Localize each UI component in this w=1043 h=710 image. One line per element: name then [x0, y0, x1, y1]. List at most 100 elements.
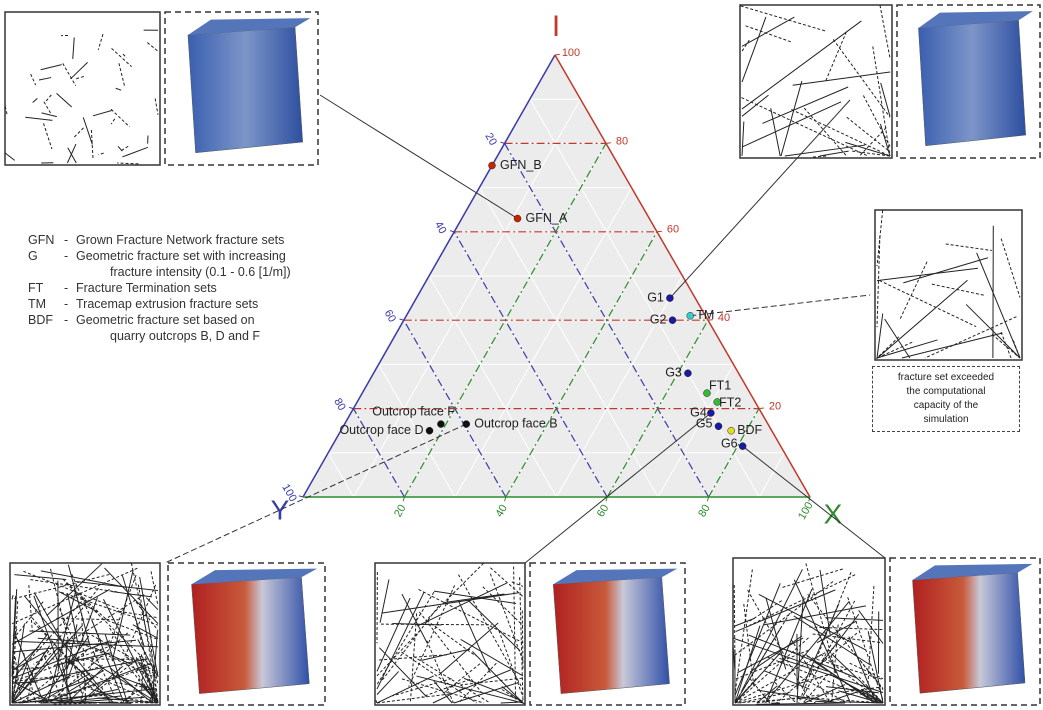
fracture-trace: [735, 589, 836, 633]
fracture-trace: [846, 116, 891, 153]
fracture-trace: [453, 681, 520, 704]
fracture-trace: [425, 562, 484, 621]
cube-top: [918, 11, 1033, 28]
fracture-trace: [11, 639, 137, 653]
fracture-trace: [866, 586, 875, 704]
fracture-trace: [392, 678, 452, 697]
fracture-trace: [11, 645, 51, 704]
fracture-trace: [876, 210, 884, 267]
fracture-trace: [880, 82, 891, 117]
fracture-trace: [737, 637, 804, 674]
fracture-trace: [519, 577, 524, 704]
note-line: the computational: [906, 386, 986, 397]
fracture-trace: [56, 92, 73, 108]
data-point: [703, 389, 711, 397]
cube-top: [553, 568, 678, 585]
point-label: FT2: [719, 395, 741, 409]
fracture-trace: [14, 691, 76, 704]
fracture-trace: [815, 700, 846, 704]
fracture-trace: [11, 645, 40, 672]
legend-row: BDF - Geometric fracture set based on: [28, 312, 358, 328]
tick-label: 100: [562, 47, 580, 59]
fracture-trace: [33, 622, 113, 704]
fracture-trace: [876, 336, 900, 359]
fracture-trace: [122, 53, 128, 59]
connector: [690, 294, 871, 317]
fracture-trace: [111, 48, 132, 68]
fracture-trace: [734, 649, 809, 680]
fracture-trace: [82, 117, 93, 145]
fracture-trace: [62, 63, 77, 86]
point-label: G4: [690, 405, 707, 419]
legend-row: TM - Tracemap extrusion fracture sets: [28, 296, 358, 312]
minor-grid: [529, 98, 760, 498]
fracture-trace: [119, 690, 139, 704]
legend-text: Tracemap extrusion fracture sets: [76, 297, 259, 311]
cube-face: [918, 20, 1026, 147]
fracture-trace: [458, 669, 511, 692]
fracture-trace: [756, 685, 778, 704]
fracture-trace: [780, 568, 843, 589]
point-label: TM: [696, 308, 714, 322]
fracture-trace: [903, 257, 989, 284]
fracture-trace: [66, 593, 79, 645]
fracture-trace: [110, 108, 130, 128]
grid-line: [505, 231, 658, 498]
grid: [327, 98, 785, 498]
fracture-trace: [749, 635, 803, 673]
legend-dash: -: [64, 281, 69, 295]
fracture-trace: [734, 625, 761, 704]
fracture-trace: [741, 94, 769, 117]
fracture-trace: [65, 582, 159, 673]
legend-abbr: GFN: [28, 233, 55, 247]
fracture-trace: [92, 110, 112, 117]
fracture-trace: [876, 339, 938, 359]
fracture-trace: [790, 638, 831, 704]
grid-line: [453, 231, 608, 498]
fracture-trace: [802, 603, 840, 687]
fracture-trace: [819, 613, 860, 666]
fracture-trace: [765, 597, 787, 670]
fracture-trace: [11, 679, 27, 697]
connector: [742, 445, 886, 559]
legend-row: fracture intensity (0.1 - 0.6 [1/m]): [28, 264, 358, 280]
fracture-trace: [379, 647, 427, 698]
point-label: Outcrop face B: [474, 416, 557, 430]
fracture-trace: [376, 629, 421, 677]
legend-text: Grown Fracture Network fracture sets: [76, 233, 285, 247]
fracture-trace: [130, 562, 159, 685]
fracture-trace: [862, 95, 891, 147]
data-point: [488, 161, 496, 170]
fracture-trace: [11, 625, 83, 704]
fracture-trace: [804, 698, 816, 704]
cube-face: [187, 27, 303, 154]
point-label: G1: [647, 290, 664, 304]
legend-abbr: BDF: [28, 313, 53, 327]
fracture-trace: [23, 658, 148, 684]
fracture-trace: [14, 657, 22, 704]
grid-line: [352, 408, 405, 498]
tick-label: 80: [616, 135, 628, 147]
fracture-trace: [458, 574, 524, 690]
fracture-trace: [135, 657, 159, 704]
fracture-trace: [500, 701, 521, 704]
axis-label: X: [824, 498, 843, 529]
tick-label: 20: [392, 503, 409, 520]
legend-abbr-space: [28, 328, 64, 344]
fracture-trace: [765, 600, 850, 703]
fracture-trace: [741, 16, 795, 47]
fracture-trace: [848, 636, 877, 704]
fracture-trace: [150, 571, 159, 606]
fracture-trace: [31, 617, 94, 690]
fracture-trace: [801, 696, 884, 704]
axis-label: Y: [271, 494, 290, 525]
tick-label: 60: [382, 308, 399, 325]
fracture-trace: [733, 584, 736, 669]
fracture-trace: [11, 674, 72, 704]
fracture-trace: [24, 596, 100, 688]
fracture-trace: [67, 669, 104, 693]
fracture-trace: [101, 686, 111, 704]
fracture-trace: [417, 582, 508, 627]
fracture-trace: [58, 591, 99, 613]
fracture-trace: [50, 568, 85, 704]
